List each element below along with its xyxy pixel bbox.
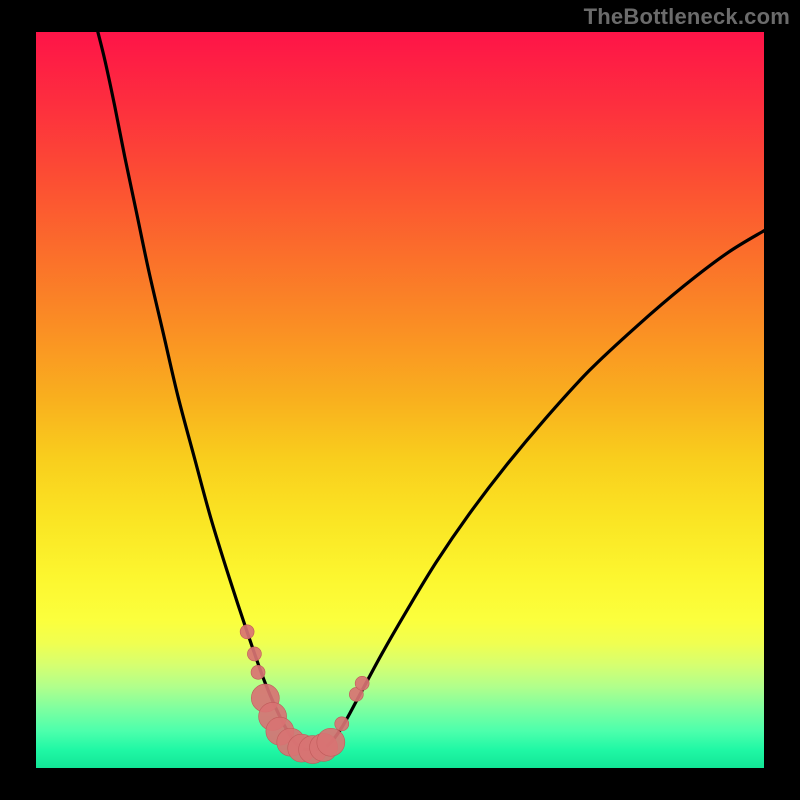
gradient-background bbox=[36, 32, 764, 768]
curve-marker bbox=[335, 717, 349, 731]
curve-marker bbox=[317, 728, 345, 756]
curve-marker bbox=[247, 647, 261, 661]
watermark-text: TheBottleneck.com bbox=[584, 4, 790, 30]
bottleneck-chart bbox=[0, 0, 800, 800]
chart-frame: TheBottleneck.com bbox=[0, 0, 800, 800]
curve-marker bbox=[355, 676, 369, 690]
curve-marker bbox=[251, 665, 265, 679]
curve-marker bbox=[240, 625, 254, 639]
